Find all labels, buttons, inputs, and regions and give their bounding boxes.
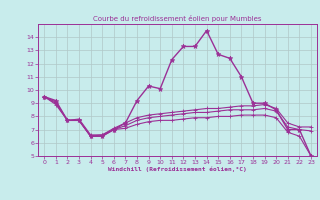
Title: Courbe du refroidissement éolien pour Mumbles: Courbe du refroidissement éolien pour Mu… [93,15,262,22]
X-axis label: Windchill (Refroidissement éolien,°C): Windchill (Refroidissement éolien,°C) [108,167,247,172]
